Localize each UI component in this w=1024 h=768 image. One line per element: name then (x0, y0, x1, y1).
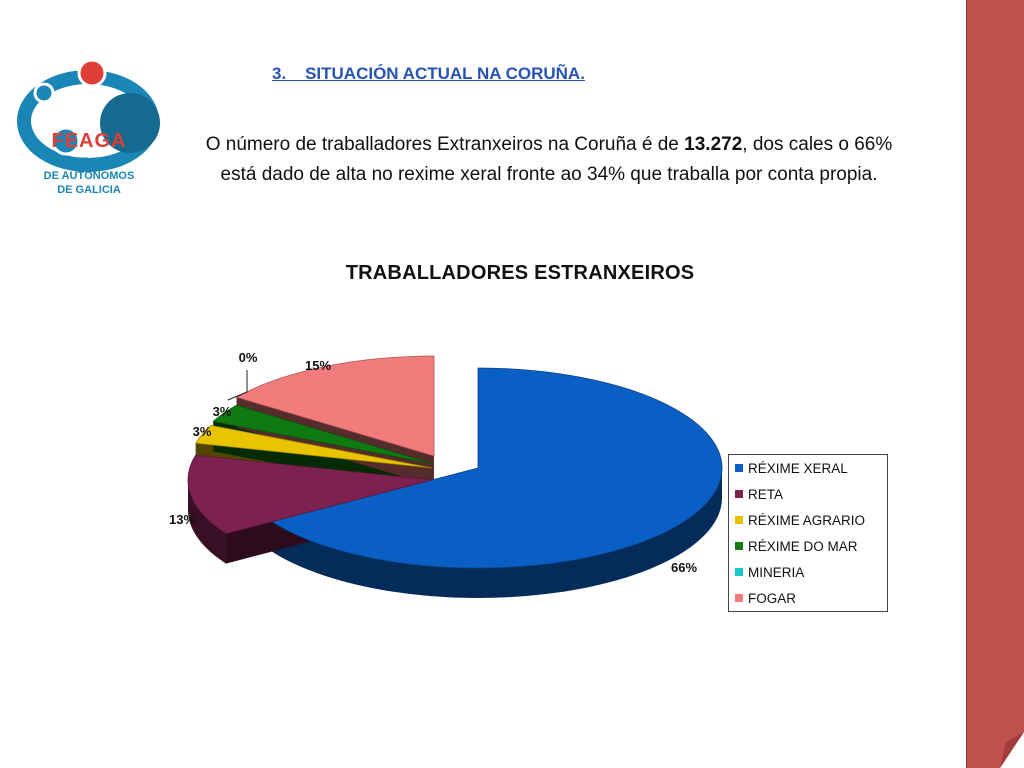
legend-label: RÉXIME XERAL (748, 461, 848, 476)
data-label-r-xime-xeral: 66% (671, 560, 697, 575)
leader-line-mineria (227, 370, 248, 401)
pie-slice-r-xime-xeral (270, 367, 723, 569)
legend-label: RÉXIME DO MAR (748, 539, 858, 554)
legend-swatch (735, 568, 743, 577)
pie-slice-reta (187, 454, 433, 535)
data-label-fogar: 15% (305, 358, 331, 373)
pie-slice-r-xime-do-mar (212, 404, 435, 465)
intro-text-before: O número de traballadores Extranxeiros n… (205, 134, 685, 155)
data-label-r-xime-do-mar: 3% (213, 404, 232, 419)
legend-swatch (735, 542, 743, 551)
side-decoration-bar (966, 0, 1024, 768)
intro-text-after: , dos cales o 66% está dado de alta no r… (220, 134, 893, 185)
legend-item-fogar: FOGAR (735, 591, 796, 611)
legend-label: RETA (748, 487, 784, 502)
data-label-r-xime-agrario: 3% (193, 424, 212, 439)
feaga-logo (17, 58, 160, 172)
pie-slice-side-1 (188, 480, 226, 564)
intro-total-count: 13.272 (684, 134, 743, 155)
legend-item-r-xime-do-mar: RÉXIME DO MAR (735, 539, 858, 559)
legend-item-reta: RETA (735, 487, 783, 507)
legend-item-mineria: MINERIA (735, 565, 804, 585)
legend-label: RÉXIME AGRARIO (748, 513, 866, 528)
logo-subtitle-1: FEDERACIÓN (52, 156, 126, 168)
legend-swatch (735, 490, 743, 499)
legend-item-r-xime-xeral: RÉXIME XERAL (735, 461, 848, 481)
legend-swatch (735, 516, 743, 525)
data-label-mineria: 0% (239, 350, 258, 365)
pie-slice-side-0 (271, 468, 722, 598)
logo-subtitle-2: DE AUTÓNOMOS (43, 170, 135, 182)
legend-label: MINERIA (748, 565, 805, 580)
section-heading: 3. SITUACIÓN ACTUAL NA CORUÑA. (272, 64, 585, 83)
chart-title: TRABALLADORES ESTRANXEIROS (345, 262, 695, 284)
logo-subtitle-3: DE GALICIA (57, 184, 121, 196)
legend-label: FOGAR (748, 591, 797, 606)
pie-slice-fogar (235, 355, 435, 457)
logo-brand: FEAGA (51, 130, 127, 152)
pie-slice-r-xime-agrario (194, 424, 433, 469)
chart-legend: RÉXIME XERAL RETA RÉXIME AGRARIO RÉXIME DO … (728, 454, 888, 612)
intro-paragraph: O número de traballadores Extranxeiros n… (190, 130, 908, 190)
legend-item-r-xime-agrario: RÉXIME AGRARIO (735, 513, 865, 533)
data-label-reta: 13% (169, 512, 195, 527)
legend-swatch (735, 464, 743, 473)
legend-swatch (735, 594, 743, 603)
